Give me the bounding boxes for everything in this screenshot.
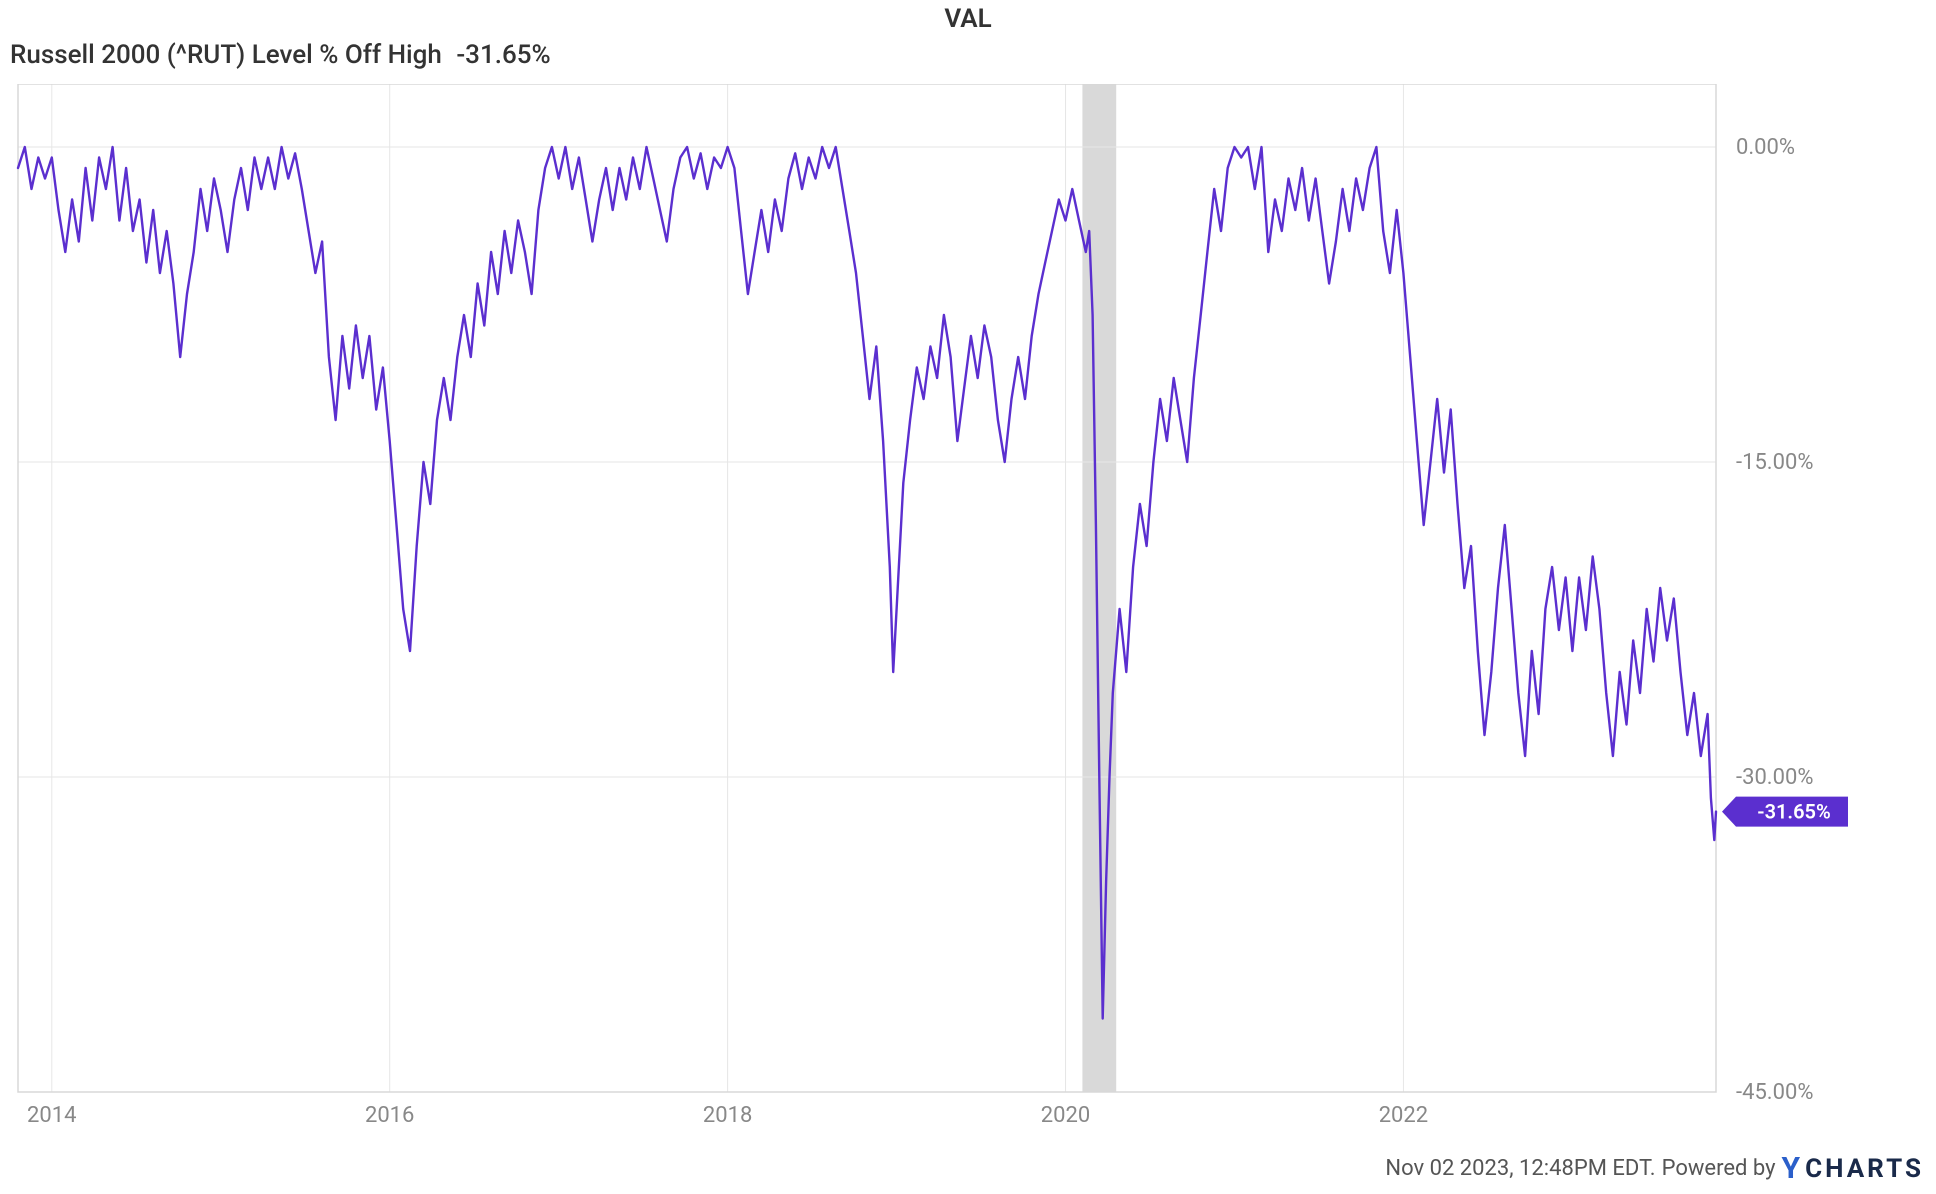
chart-header: VAL Russell 2000 (^RUT) Level % Off High… bbox=[0, 0, 1936, 70]
svg-text:-31.65%: -31.65% bbox=[1757, 800, 1830, 824]
ycharts-logo: YCHARTS bbox=[1782, 1151, 1924, 1186]
svg-text:2018: 2018 bbox=[703, 1103, 752, 1128]
ycharts-logo-text: CHARTS bbox=[1805, 1154, 1924, 1184]
svg-text:-30.00%: -30.00% bbox=[1736, 765, 1813, 790]
svg-text:2022: 2022 bbox=[1379, 1103, 1428, 1128]
footer-powered-by: Powered by bbox=[1662, 1156, 1776, 1181]
svg-text:2020: 2020 bbox=[1041, 1103, 1090, 1128]
svg-text:-45.00%: -45.00% bbox=[1736, 1080, 1813, 1105]
svg-text:0.00%: 0.00% bbox=[1736, 135, 1795, 160]
series-current-value: -31.65% bbox=[456, 40, 550, 70]
svg-text:2016: 2016 bbox=[365, 1103, 414, 1128]
series-name: Russell 2000 (^RUT) Level % Off High bbox=[10, 40, 442, 70]
footer-timestamp: Nov 02 2023, 12:48PM EDT. bbox=[1385, 1156, 1655, 1181]
series-title-line: Russell 2000 (^RUT) Level % Off High -31… bbox=[10, 40, 1926, 70]
chart-area: 0.00% -15.00% -30.00% -45.00% 2014 2016 2018 20… bbox=[10, 84, 1926, 1140]
chart-footer: Nov 02 2023, 12:48PM EDT. Powered by YCH… bbox=[1385, 1151, 1924, 1186]
line-chart-svg: 0.00% -15.00% -30.00% -45.00% 2014 2016 2018 20… bbox=[10, 84, 1926, 1136]
svg-text:2014: 2014 bbox=[27, 1103, 76, 1128]
ycharts-logo-y-icon: Y bbox=[1782, 1151, 1804, 1186]
svg-text:-15.00%: -15.00% bbox=[1736, 450, 1813, 475]
header-val-label: VAL bbox=[10, 4, 1926, 34]
